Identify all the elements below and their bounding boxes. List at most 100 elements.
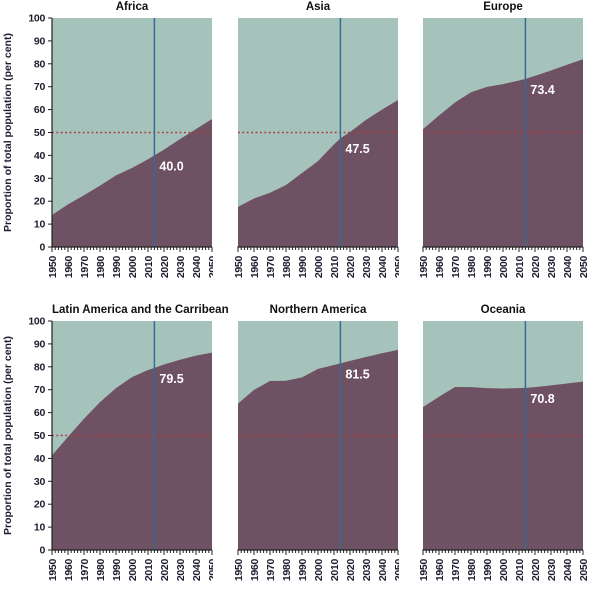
x-tick-label: 2040 (191, 256, 203, 279)
x-tick-label: 1950 (418, 559, 430, 582)
x-tick-label: 2010 (329, 256, 341, 279)
x-tick-label: 2030 (546, 256, 558, 279)
x-tick-label: 2020 (159, 559, 171, 582)
y-tick-label: 40 (34, 150, 46, 162)
x-tick-label: 2020 (530, 559, 542, 582)
chart-title: Oceania (480, 304, 526, 316)
x-tick-label: 1960 (434, 256, 446, 279)
y-tick-label: 20 (34, 499, 46, 511)
y-tick-label: 80 (34, 361, 46, 373)
x-tick-label: 1950 (47, 256, 59, 279)
y-tick-label: 100 (28, 13, 45, 25)
europe-area-chart: 73.4 1950 1960 1970 1980 1990 2000 2010 2020 2030… (418, 18, 589, 279)
x-tick-label: 1950 (233, 256, 245, 279)
x-tick-label: 2000 (498, 256, 510, 279)
value-label: 70.8 (530, 392, 554, 406)
chart-title: Europe (483, 1, 523, 13)
x-tick-label: 1960 (249, 256, 261, 279)
x-tick-label: 2020 (345, 559, 357, 582)
x-tick-label: 2000 (127, 559, 139, 582)
y-tick-label: 40 (34, 453, 46, 465)
value-label: 79.5 (159, 372, 183, 386)
x-tick-label: 1990 (482, 256, 494, 279)
x-tick-label: 1980 (95, 559, 107, 582)
y-tick-label: 50 (34, 127, 46, 139)
x-tick-label: 2030 (546, 559, 558, 582)
y-tick-label: 10 (34, 219, 46, 231)
x-tick-label: 2040 (377, 256, 389, 279)
x-tick-label: 1960 (63, 256, 75, 279)
x-tick-label: 1980 (281, 559, 293, 582)
value-label: 73.4 (530, 83, 554, 97)
x-tick-label: 2020 (159, 256, 171, 279)
x-tick-label: 2010 (329, 559, 341, 582)
chart-panel-oceania: Oceania 70.8 1950 1960 1970 1980 1990 2000 2010… (399, 303, 589, 599)
x-tick-label: 2010 (514, 559, 526, 582)
x-tick-label: 2050 (393, 559, 399, 582)
x-tick-label: 1990 (482, 559, 494, 582)
x-tick-label: 1990 (111, 559, 123, 582)
x-tick-label: 1990 (297, 256, 309, 279)
x-tick-label: 2050 (207, 559, 213, 582)
x-tick-label: 1990 (297, 559, 309, 582)
x-tick-label: 2010 (143, 256, 155, 279)
x-tick-label: 1970 (450, 559, 462, 582)
x-tick-label: 2030 (175, 256, 187, 279)
x-tick-label: 1980 (466, 559, 478, 582)
y-tick-label: 30 (34, 173, 46, 185)
urban-share-area (52, 118, 212, 247)
x-tick-label: 1980 (466, 256, 478, 279)
y-tick-label: 70 (34, 81, 46, 93)
chart-title: Latin America and the Carribean (52, 304, 229, 316)
urban-share-area (238, 349, 398, 550)
chart-title: Africa (115, 1, 149, 13)
x-tick-label: 1980 (95, 256, 107, 279)
chart-panel-latin-america: Latin America and the Carribean 79.5 1950… (0, 303, 229, 599)
y-tick-label: 90 (34, 338, 46, 350)
x-tick-label: 1970 (79, 559, 91, 582)
x-tick-label: 2010 (514, 256, 526, 279)
y-tick-label: 20 (34, 196, 46, 208)
x-tick-label: 2050 (578, 559, 589, 582)
value-label: 47.5 (345, 142, 369, 156)
x-tick-label: 1950 (47, 559, 59, 582)
x-tick-label: 2040 (562, 559, 574, 582)
x-tick-label: 2030 (175, 559, 187, 582)
x-tick-label: 2000 (498, 559, 510, 582)
chart-panel-asia: Asia 47.5 1950 1960 1970 1980 1990 2000 2010 202… (213, 0, 399, 296)
y-tick-label: 50 (34, 430, 46, 442)
x-tick-label: 1960 (434, 559, 446, 582)
y-axis-title: Proportion of total population (per cent… (2, 336, 14, 535)
x-tick-label: 2040 (191, 559, 203, 582)
x-tick-label: 2000 (313, 559, 325, 582)
x-tick-label: 2000 (313, 256, 325, 279)
value-label: 81.5 (345, 367, 369, 381)
y-tick-label: 100 (28, 316, 45, 328)
y-axis-title: Proportion of total population (per cent… (2, 33, 14, 232)
value-label: 40.0 (159, 159, 183, 173)
x-tick-label: 2030 (361, 256, 373, 279)
urban-share-area (52, 352, 212, 550)
x-tick-label: 2050 (207, 256, 213, 279)
y-tick-label: 30 (34, 476, 46, 488)
northern-america-area-chart: 81.5 1950 1960 1970 1980 1990 2000 2010 2020 2030… (233, 321, 399, 582)
x-tick-label: 1950 (418, 256, 430, 279)
x-tick-label: 1970 (450, 256, 462, 279)
urban-share-area (238, 99, 398, 248)
chart-title: Northern America (269, 304, 367, 316)
x-tick-label: 2010 (143, 559, 155, 582)
y-tick-label: 80 (34, 58, 46, 70)
x-tick-label: 2020 (345, 256, 357, 279)
x-tick-label: 2050 (578, 256, 589, 279)
x-tick-label: 1980 (281, 256, 293, 279)
y-tick-label: 60 (34, 407, 46, 419)
x-tick-label: 1970 (265, 559, 277, 582)
oceania-area-chart: 70.8 1950 1960 1970 1980 1990 2000 2010 2020 2030… (418, 321, 589, 582)
x-tick-label: 1960 (63, 559, 75, 582)
x-tick-label: 2000 (127, 256, 139, 279)
y-tick-label: 0 (39, 545, 45, 557)
x-tick-label: 2040 (377, 559, 389, 582)
x-tick-label: 1950 (233, 559, 245, 582)
